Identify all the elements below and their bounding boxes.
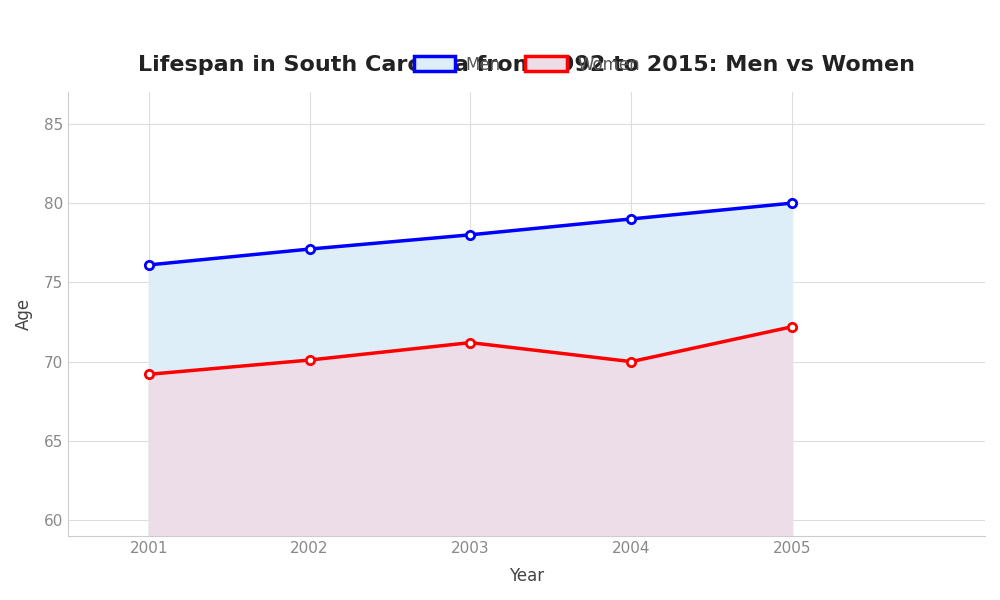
Y-axis label: Age: Age — [15, 298, 33, 330]
X-axis label: Year: Year — [509, 567, 544, 585]
Legend: Men, Women: Men, Women — [405, 47, 648, 82]
Title: Lifespan in South Carolina from 1992 to 2015: Men vs Women: Lifespan in South Carolina from 1992 to … — [138, 55, 915, 75]
